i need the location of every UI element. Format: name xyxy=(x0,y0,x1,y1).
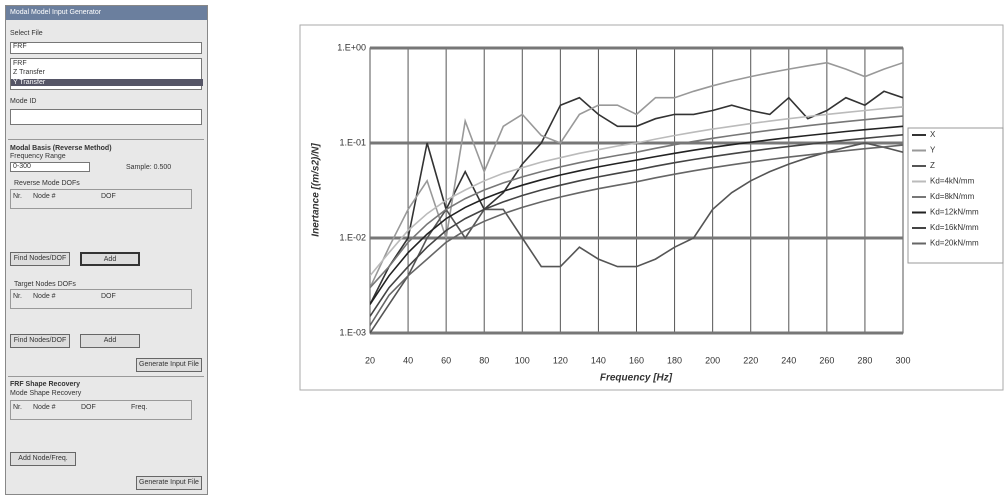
legend-label: Z xyxy=(930,161,935,170)
x-tick-label: 200 xyxy=(705,355,720,365)
y-tick-label: 1.E-01 xyxy=(339,137,366,147)
legend-label: Kd=8kN/mm xyxy=(930,192,975,201)
x-tick-label: 20 xyxy=(365,355,375,365)
legend-label: Kd=16kN/mm xyxy=(930,223,979,232)
page: {"panel": { "title": "Modal Model Input … xyxy=(0,0,1004,499)
chart: Frequency [Hz] Inertance [(m/s2)/N] 20 40… xyxy=(0,0,1004,499)
y-tick-label: 1.E-02 xyxy=(339,232,366,242)
y-tick-label: 1.E-03 xyxy=(339,327,366,337)
x-tick-label: 60 xyxy=(441,355,451,365)
x-axis-title: Frequency [Hz] xyxy=(600,373,673,384)
x-tick-label: 100 xyxy=(515,355,530,365)
x-tick-label: 80 xyxy=(479,355,489,365)
x-tick-label: 120 xyxy=(553,355,568,365)
x-tick-label: 160 xyxy=(629,355,644,365)
page-body: Modal Model Input Generator Select File … xyxy=(0,0,1004,499)
legend-label: Y xyxy=(930,146,936,155)
legend-label: Kd=4kN/mm xyxy=(930,177,975,186)
x-tick-label: 180 xyxy=(667,355,682,365)
y-tick-label: 1.E+00 xyxy=(337,42,366,52)
x-tick-label: 40 xyxy=(403,355,413,365)
x-tick-label: 260 xyxy=(819,355,834,365)
x-tick-label: 300 xyxy=(895,355,910,365)
legend-label: Kd=20kN/mm xyxy=(930,239,979,248)
legend-label: X xyxy=(930,130,936,139)
x-tick-label: 240 xyxy=(781,355,796,365)
y-axis-title: Inertance [(m/s2)/N] xyxy=(311,143,322,237)
x-tick-label: 280 xyxy=(857,355,872,365)
x-tick-label: 140 xyxy=(591,355,606,365)
legend-label: Kd=12kN/mm xyxy=(930,208,979,217)
x-tick-label: 220 xyxy=(743,355,758,365)
